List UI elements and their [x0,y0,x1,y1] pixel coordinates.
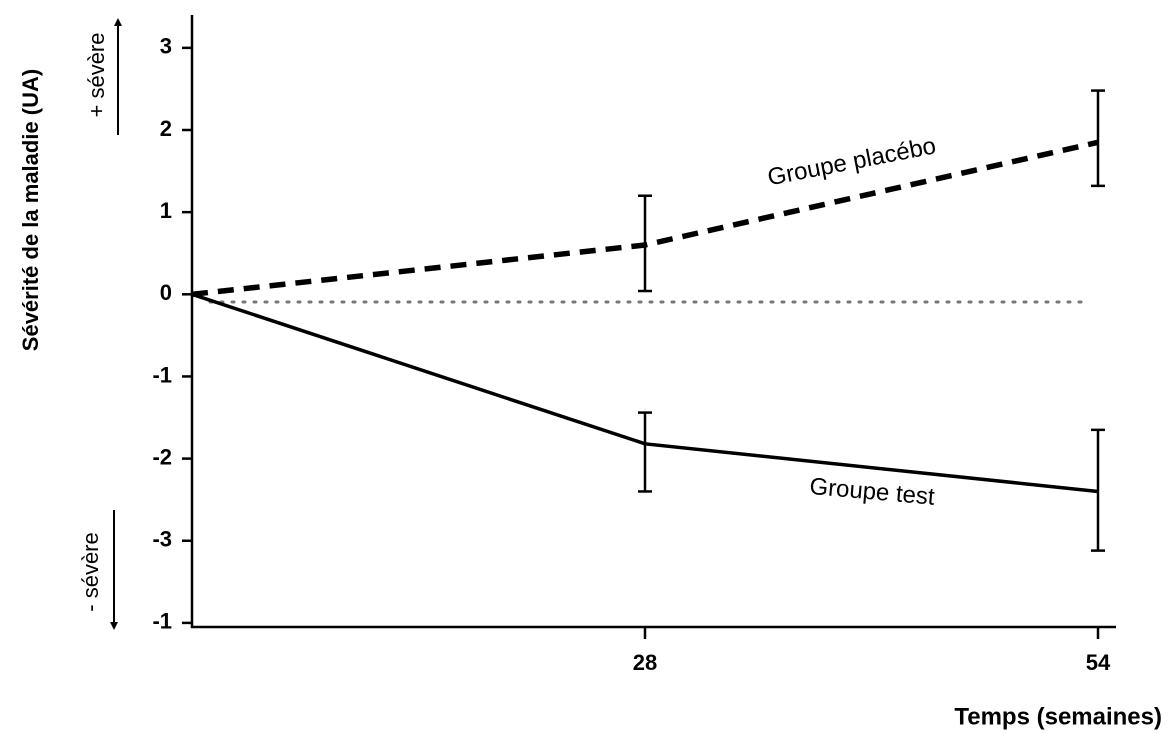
error-bar [1091,428,1105,552]
annotation: + sévère [84,33,109,118]
error-bar [638,411,652,493]
y-tick-label: -2 [152,444,172,469]
y-tick-label: 2 [160,116,172,141]
y-tick-label: 3 [160,34,172,59]
error-bar [1091,89,1105,188]
y-tick-label: 1 [160,198,172,223]
annotation: - sévère [78,532,103,611]
y-tick-label: -1 [152,609,172,634]
y-axis-label: Sévérité de la maladie (UA) [18,69,43,351]
y-tick-label: 0 [160,280,172,305]
x-tick-label: 54 [1086,650,1111,675]
series-label: Groupe test [808,473,936,511]
x-axis-label: Temps (semaines) [954,703,1162,730]
y-tick-label: -1 [152,362,172,387]
x-tick-label: 28 [633,650,657,675]
y-tick-label: -3 [152,527,172,552]
error-bar [638,194,652,293]
